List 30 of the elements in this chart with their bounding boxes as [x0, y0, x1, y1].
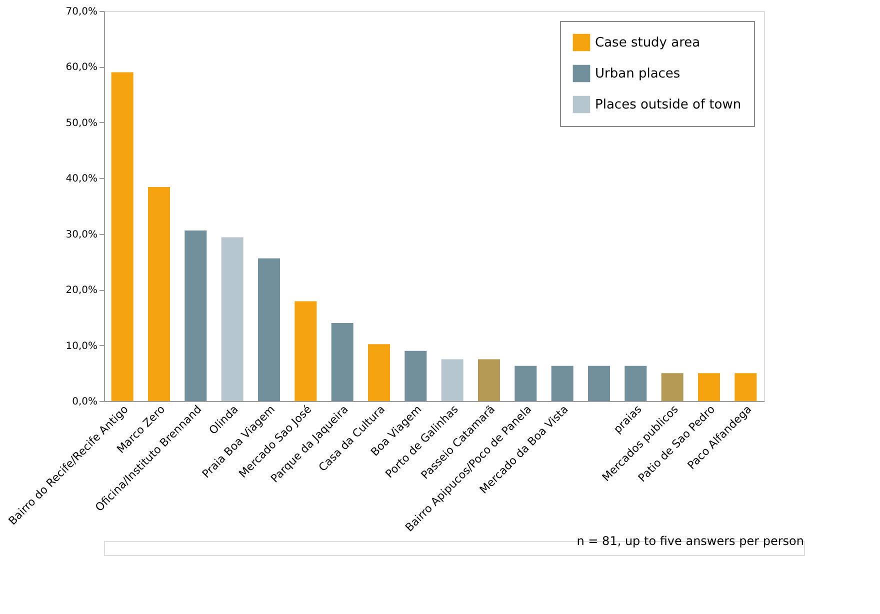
y-tick-label: 10,0%: [66, 340, 98, 352]
bar: [661, 373, 684, 401]
bar: [698, 373, 720, 401]
bar: [258, 258, 280, 401]
text: n = 81, up to five answers per person: [576, 534, 804, 548]
y-tick-label: 20,0%: [66, 285, 98, 296]
y-tick-label: 70,0%: [66, 6, 98, 18]
bar: [588, 366, 610, 401]
bar: [111, 72, 134, 401]
legend-label: Case study area: [595, 36, 700, 50]
y-tick-label: 30,0%: [66, 229, 98, 240]
bar: [294, 301, 317, 401]
bar: [624, 366, 647, 401]
bar: [478, 359, 500, 401]
legend-label: Places outside of town: [595, 98, 742, 112]
bar: [404, 350, 427, 401]
y-tick-label: 60,0%: [66, 62, 98, 74]
bar: [221, 237, 244, 401]
bar: [441, 359, 464, 401]
y-tick-label: 50,0%: [66, 118, 98, 129]
bar: [184, 230, 207, 401]
bar: [368, 344, 390, 401]
bar: [734, 373, 757, 401]
bar: [148, 187, 170, 401]
bar: [331, 323, 354, 401]
y-tick-label: 0,0%: [72, 396, 98, 408]
bar: [514, 366, 537, 401]
bar: [551, 366, 574, 401]
y-tick-label: 40,0%: [66, 174, 98, 185]
legend-label: Urban places: [595, 66, 680, 82]
